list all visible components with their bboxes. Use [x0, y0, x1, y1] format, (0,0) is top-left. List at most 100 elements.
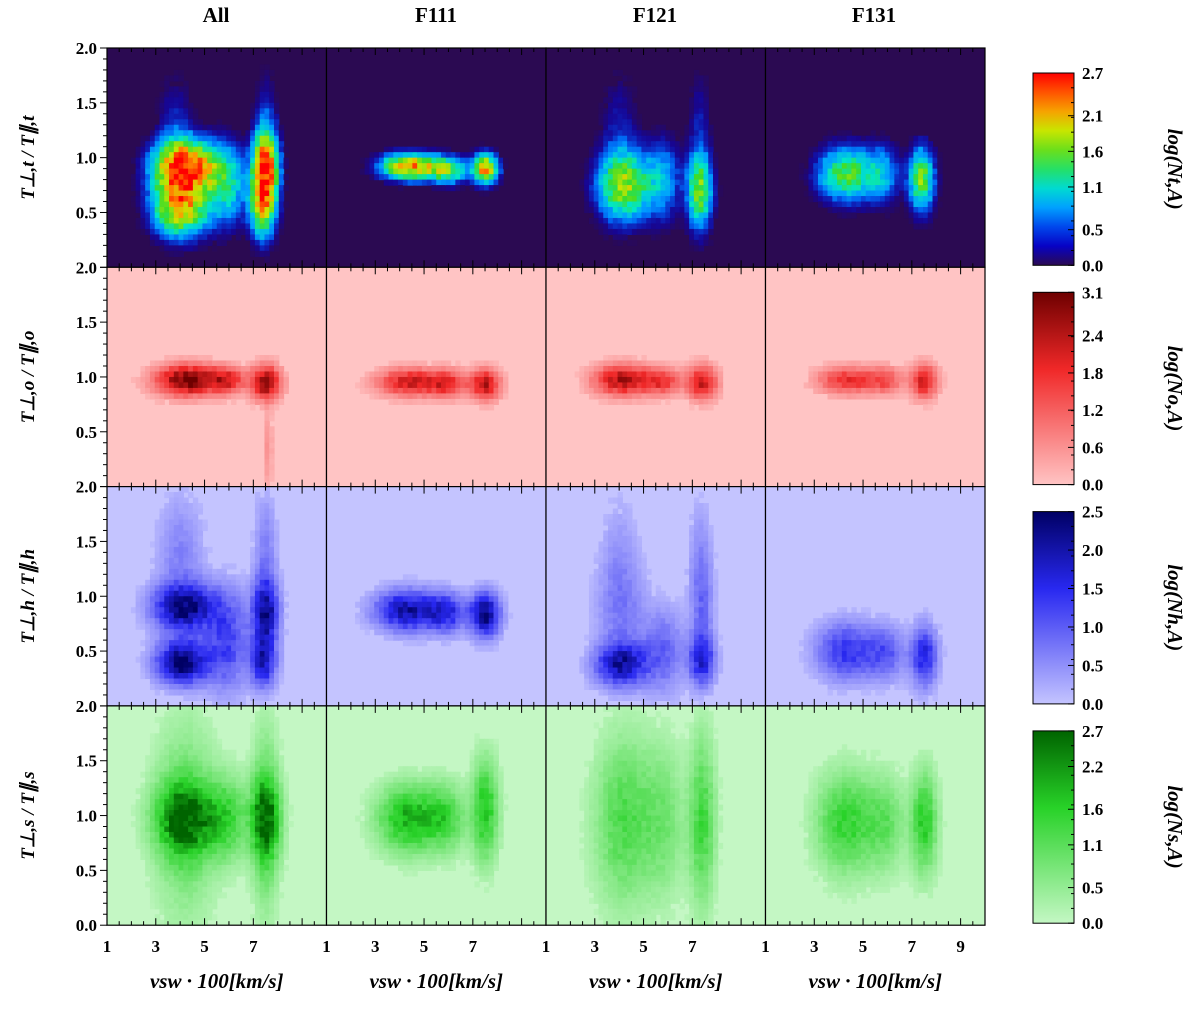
density-cell	[250, 590, 256, 597]
density-cell	[283, 382, 289, 389]
density-cell	[188, 535, 194, 543]
density-cell	[264, 459, 270, 466]
density-cell	[135, 656, 141, 663]
density-cell	[221, 212, 227, 219]
density-cell	[216, 146, 223, 153]
density-cell	[164, 683, 170, 691]
density-cell	[402, 629, 409, 636]
density-cell	[159, 634, 165, 641]
density-cell	[455, 382, 461, 389]
density-cell	[469, 376, 476, 384]
density-cell	[159, 678, 165, 685]
density-cell	[703, 124, 709, 131]
density-cell	[183, 645, 189, 652]
density-cell	[254, 601, 261, 608]
density-cell	[159, 563, 165, 570]
density-cell	[927, 157, 934, 164]
density-cell	[608, 223, 614, 230]
density-cell	[259, 568, 266, 575]
density-cell	[646, 387, 652, 394]
density-cell	[617, 656, 623, 663]
density-cell	[880, 146, 886, 153]
density-cell	[603, 196, 609, 203]
density-cell	[674, 190, 681, 197]
density-cell	[918, 206, 924, 214]
density-cell	[169, 541, 175, 548]
density-cell	[211, 376, 218, 384]
density-cell	[169, 634, 175, 641]
density-cell	[498, 163, 504, 170]
density-cell	[588, 376, 595, 384]
density-cell	[655, 201, 662, 208]
density-cell	[259, 601, 266, 608]
density-cell	[169, 612, 175, 619]
density-cell	[617, 130, 623, 137]
density-cell	[149, 179, 156, 186]
density-cell	[469, 585, 476, 592]
density-cell	[450, 612, 456, 619]
density-cell	[135, 206, 141, 214]
density-cell	[665, 360, 671, 367]
density-cell	[254, 371, 261, 378]
density-cell	[441, 174, 447, 181]
density-cell	[827, 146, 833, 153]
density-cell	[197, 541, 204, 548]
density-cell	[913, 141, 919, 148]
density-cell	[178, 486, 184, 493]
density-cell	[173, 108, 180, 115]
density-cell	[631, 185, 638, 192]
density-cell	[598, 119, 604, 126]
density-cell	[622, 360, 628, 367]
density-cell	[455, 585, 461, 592]
density-cell	[450, 163, 456, 170]
density-cell	[383, 596, 390, 603]
density-cell	[269, 689, 275, 696]
density-cell	[617, 360, 623, 367]
density-cell	[703, 190, 709, 197]
density-cell	[488, 601, 495, 608]
density-cell	[164, 618, 170, 625]
density-cell	[703, 355, 709, 362]
density-cell	[393, 596, 399, 603]
density-cell	[254, 80, 261, 87]
density-cell	[407, 612, 413, 619]
density-cell	[278, 365, 285, 373]
density-cell	[679, 217, 685, 225]
density-cell	[221, 217, 227, 225]
density-cell	[603, 585, 609, 592]
density-cell	[402, 574, 409, 581]
density-cell	[412, 607, 418, 614]
density-cell	[245, 146, 251, 153]
density-cell	[436, 146, 442, 153]
density-cell	[240, 579, 246, 586]
density-cell	[617, 108, 623, 115]
density-cell	[192, 662, 199, 669]
density-cell	[445, 596, 452, 603]
density-cell	[493, 393, 499, 400]
density-cell	[207, 623, 213, 630]
density-cell	[388, 634, 394, 641]
density-cell	[149, 387, 156, 394]
density-cell	[383, 618, 390, 625]
density-cell	[622, 503, 628, 510]
density-cell	[169, 152, 175, 159]
density-cell	[149, 212, 156, 219]
density-cell	[164, 190, 170, 197]
density-cell	[245, 667, 251, 674]
density-cell	[226, 590, 232, 597]
density-cell	[483, 152, 490, 159]
density-cell	[856, 141, 862, 148]
density-cell	[197, 201, 204, 208]
density-cell	[159, 365, 165, 373]
density-cell	[202, 130, 208, 137]
density-cell	[278, 601, 285, 608]
density-cell	[202, 157, 208, 164]
density-cell	[612, 86, 619, 93]
density-cell	[264, 415, 270, 422]
density-cell	[474, 174, 480, 181]
density-cell	[274, 387, 280, 394]
density-cell	[149, 234, 156, 241]
density-cell	[622, 108, 628, 115]
density-cell	[899, 163, 905, 170]
density-cell	[402, 152, 409, 159]
